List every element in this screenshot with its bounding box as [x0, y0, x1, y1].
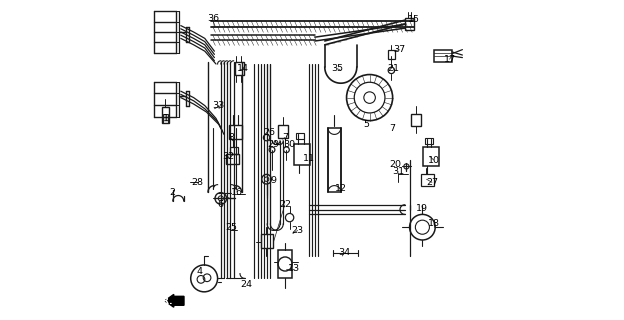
Text: 2: 2 — [169, 188, 175, 196]
Text: 15: 15 — [408, 15, 421, 24]
Bar — [229, 125, 241, 139]
Text: 25: 25 — [225, 223, 237, 232]
Text: 12: 12 — [335, 184, 347, 193]
Text: 7: 7 — [282, 133, 288, 142]
Text: 13: 13 — [288, 264, 301, 273]
Bar — [328, 128, 341, 192]
Bar — [278, 125, 288, 138]
Bar — [421, 174, 434, 186]
Text: 9: 9 — [270, 176, 276, 185]
Text: 31: 31 — [392, 167, 404, 176]
Text: 20: 20 — [389, 160, 401, 169]
Text: 8: 8 — [228, 133, 235, 142]
Bar — [295, 144, 310, 165]
Text: 6: 6 — [218, 200, 224, 209]
Text: 10: 10 — [427, 156, 439, 164]
Text: 34: 34 — [338, 248, 350, 257]
Text: 32: 32 — [222, 152, 234, 161]
Text: 23: 23 — [291, 226, 304, 235]
Bar — [278, 250, 292, 278]
Text: 18: 18 — [427, 220, 439, 228]
Text: 17: 17 — [444, 55, 456, 64]
Text: 7: 7 — [389, 124, 395, 132]
Bar — [230, 147, 238, 154]
Text: 24: 24 — [240, 280, 252, 289]
Text: 37: 37 — [393, 45, 405, 54]
Text: 4: 4 — [197, 268, 202, 276]
Bar — [235, 62, 244, 75]
Bar — [163, 114, 168, 123]
Text: 28: 28 — [192, 178, 204, 187]
Text: 14: 14 — [237, 64, 249, 73]
Text: 1: 1 — [162, 114, 168, 123]
Text: 11: 11 — [303, 154, 314, 163]
Bar — [227, 154, 239, 164]
Text: 26: 26 — [264, 128, 276, 137]
Bar — [388, 50, 394, 59]
Text: 36: 36 — [207, 14, 220, 23]
Text: 30: 30 — [283, 140, 296, 148]
Text: 33: 33 — [212, 101, 225, 110]
Text: 16: 16 — [231, 188, 243, 196]
Text: 22: 22 — [279, 200, 291, 209]
Bar — [296, 133, 304, 139]
Text: 35: 35 — [331, 64, 344, 73]
Bar — [425, 138, 433, 144]
Bar — [423, 147, 439, 166]
Text: 21: 21 — [388, 64, 399, 73]
Bar — [405, 18, 414, 30]
Text: FR.: FR. — [156, 297, 172, 306]
Bar — [434, 50, 452, 62]
Text: 27: 27 — [426, 178, 438, 187]
Text: 29: 29 — [268, 140, 280, 148]
Text: 19: 19 — [416, 204, 429, 212]
Bar — [162, 107, 168, 123]
FancyArrow shape — [165, 294, 184, 307]
Bar — [411, 114, 421, 126]
Text: 5: 5 — [363, 120, 369, 129]
Bar — [261, 234, 273, 248]
